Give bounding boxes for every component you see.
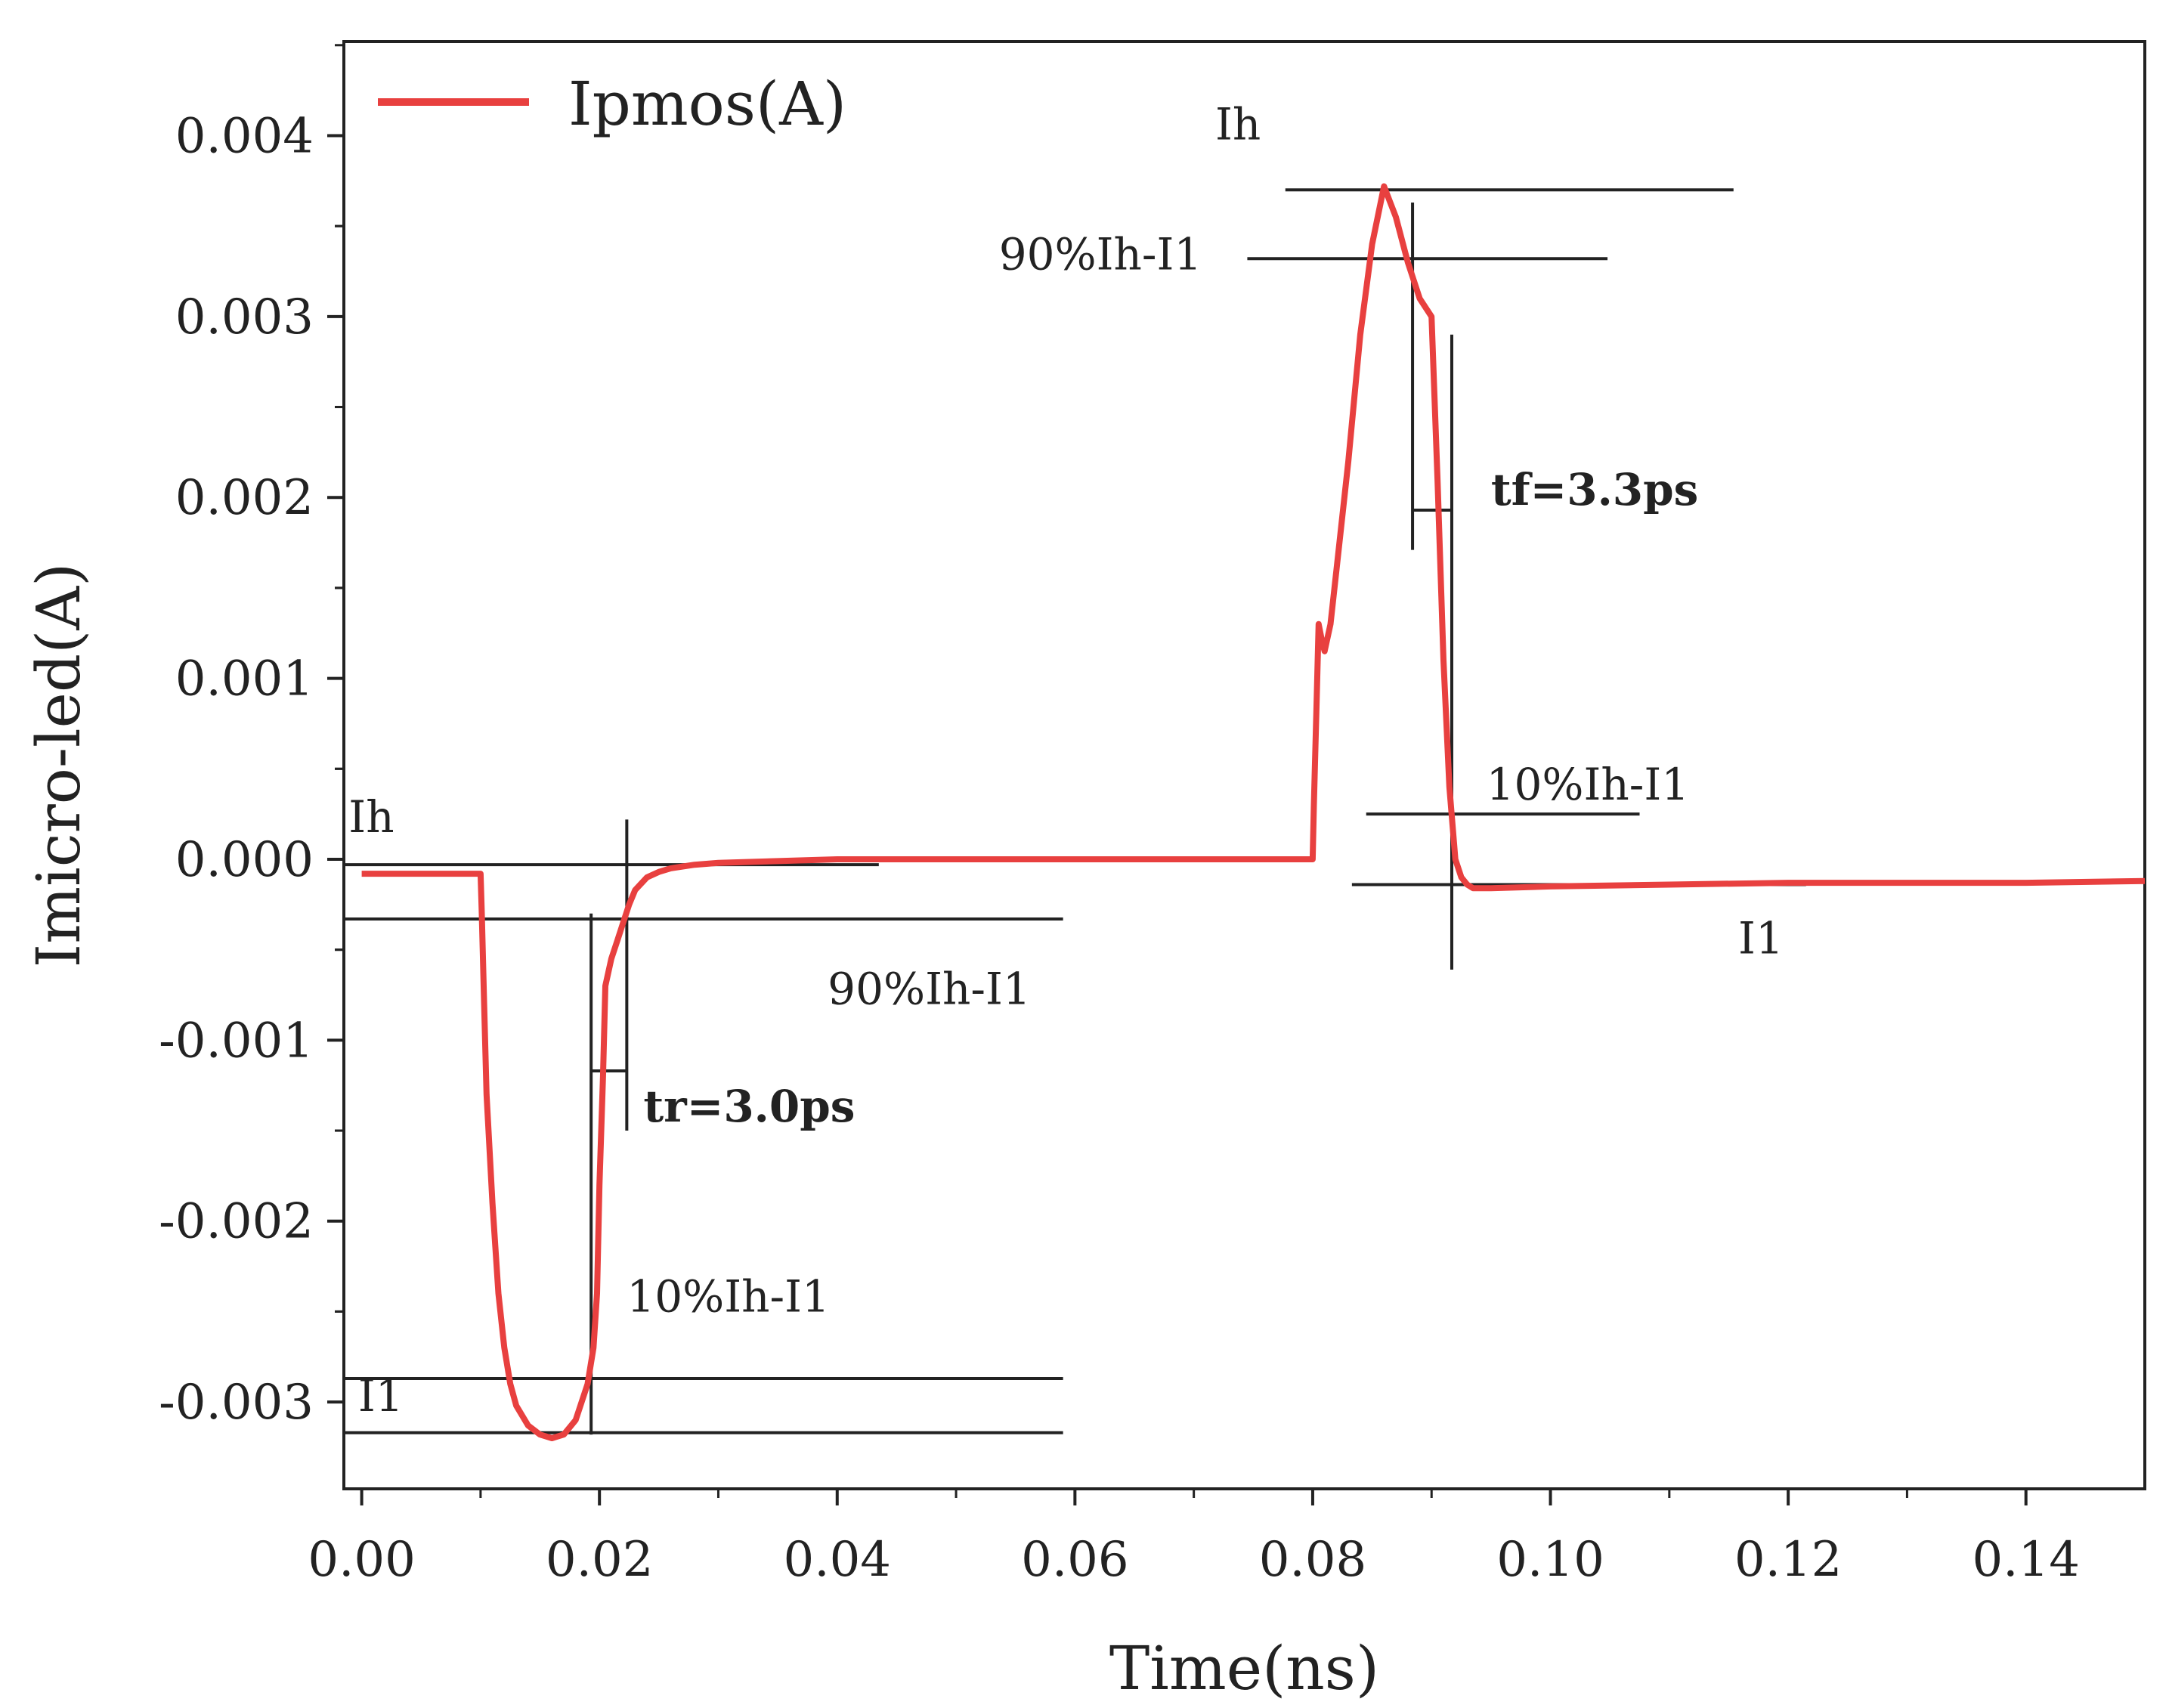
- x-tick-label: 0.12: [1734, 1532, 1843, 1588]
- annotation-labels: Ih 90%Ih-I1 10%Ih-I1 I1 tr=3.0ps Ih 90%I…: [348, 98, 1784, 1422]
- x-tick-label: 0.04: [784, 1532, 892, 1588]
- axes: 0.00 0.02 0.04 0.06 0.08 0.10 0.12 0.14 -0.003 -0…: [159, 40, 2146, 1588]
- fall-ih-label: Ih: [1215, 98, 1261, 150]
- rise-ih-label: Ih: [348, 791, 394, 843]
- rise-10pct-label: 10%Ih-I1: [627, 1270, 830, 1322]
- x-tick-label: 0.10: [1496, 1532, 1604, 1588]
- y-tick-label: 0.001: [175, 651, 314, 707]
- y-tick-label: 0.003: [175, 289, 314, 345]
- x-tick-label: 0.14: [1972, 1532, 2080, 1588]
- fall-time-label: tf=3.3ps: [1491, 464, 1698, 515]
- y-tick-label: -0.002: [159, 1194, 314, 1250]
- y-axis-title: Imicro-led(A): [23, 563, 94, 968]
- rise-90pct-label: 90%Ih-I1: [828, 963, 1031, 1014]
- annotation-lines: [344, 188, 1806, 1435]
- x-tick-label: 0.08: [1259, 1532, 1367, 1588]
- rise-il-label: I1: [358, 1370, 404, 1422]
- fall-10pct-label: 10%Ih-I1: [1487, 759, 1690, 810]
- fall-il-label: I1: [1738, 912, 1784, 964]
- y-tick-label: -0.001: [159, 1013, 314, 1069]
- y-tick-label: 0.002: [175, 470, 314, 526]
- plot-frame: [342, 40, 2146, 1490]
- legend-label: Ipmos(A): [568, 69, 846, 139]
- x-tick-label: 0.02: [546, 1532, 654, 1588]
- y-tick-label: 0.000: [175, 832, 314, 888]
- rise-time-label: tr=3.0ps: [643, 1081, 855, 1132]
- x-tick-label: 0.06: [1021, 1532, 1129, 1588]
- legend: Ipmos(A): [378, 69, 846, 139]
- series-line: [361, 183, 2146, 1441]
- y-tick-label: -0.003: [159, 1375, 314, 1431]
- y-tick-label: 0.004: [175, 108, 314, 164]
- fall-90pct-label: 90%Ih-I1: [999, 229, 1202, 280]
- x-axis-title: Time(ns): [1109, 1633, 1379, 1703]
- x-tick-label: 0.00: [308, 1532, 416, 1588]
- series-layer: [361, 183, 2146, 1441]
